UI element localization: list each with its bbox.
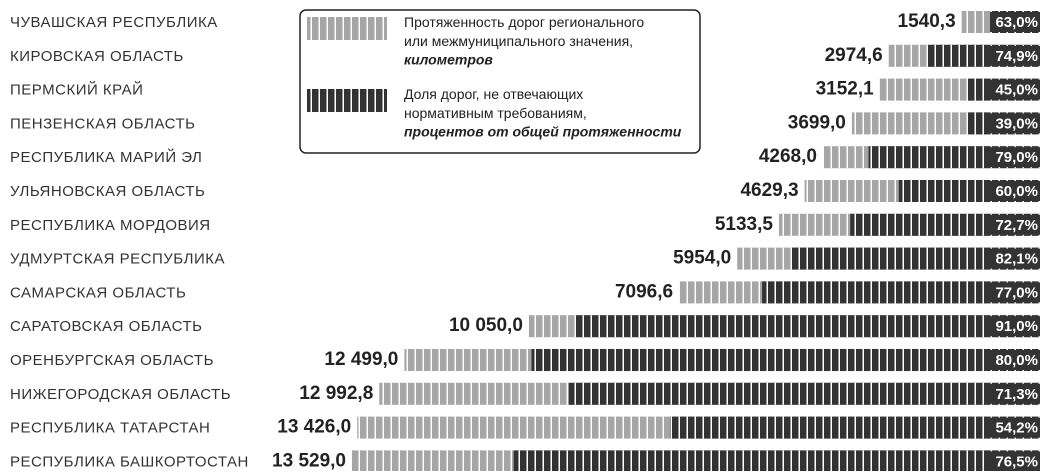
length-label: 5954,0 bbox=[673, 248, 731, 269]
category-label: РЕСПУБЛИКА БАШКОРТОСТАН bbox=[10, 453, 249, 470]
share-label: 60,0% bbox=[995, 183, 1038, 200]
length-label: 1540,3 bbox=[898, 11, 956, 32]
bar-gaps bbox=[404, 349, 1040, 371]
length-label: 5133,5 bbox=[715, 214, 774, 235]
share-label: 74,9% bbox=[995, 48, 1038, 65]
share-label: 91,0% bbox=[995, 318, 1038, 335]
category-label: РЕСПУБЛИКА МАРИЙ ЭЛ bbox=[10, 148, 202, 166]
bars: ЧУВАШСКАЯ РЕСПУБЛИКА 1540,3 63,0% КИРОВСКАЯ… bbox=[10, 11, 1041, 473]
share-label-bg bbox=[990, 147, 1040, 168]
category-label: ЧУВАШСКАЯ РЕСПУБЛИКА bbox=[10, 14, 218, 31]
legend-unit: процентов от общей протяженности bbox=[404, 124, 682, 140]
category-label: РЕСПУБЛИКА ТАТАРСТАН bbox=[10, 420, 210, 437]
category-label: ОРЕНБУРГСКАЯ ОБЛАСТЬ bbox=[10, 352, 214, 369]
category-label: ПЕРМСКИЙ КРАЙ bbox=[10, 81, 143, 99]
category-label: САРАТОВСКАЯ ОБЛАСТЬ bbox=[10, 318, 202, 335]
share-label-bg bbox=[990, 214, 1040, 235]
category-label: САМАРСКАЯ ОБЛАСТЬ bbox=[10, 284, 186, 301]
share-label: 54,2% bbox=[995, 420, 1038, 437]
category-label: УДМУРТСКАЯ РЕСПУБЛИКА bbox=[10, 251, 225, 268]
share-label-bg bbox=[990, 79, 1040, 100]
length-label: 7096,6 bbox=[615, 281, 673, 302]
share-label-bg bbox=[990, 451, 1040, 472]
share-label-bg bbox=[990, 383, 1040, 404]
bar-gaps bbox=[804, 180, 1040, 202]
length-label: 4629,3 bbox=[740, 180, 798, 201]
category-label: УЛЬЯНОВСКАЯ ОБЛАСТЬ bbox=[10, 183, 205, 200]
bar-gaps bbox=[737, 247, 1040, 270]
legend-swatch-gaps bbox=[307, 17, 387, 40]
share-label: 79,0% bbox=[995, 149, 1038, 166]
share-label: 82,1% bbox=[995, 251, 1038, 268]
share-label: 80,0% bbox=[995, 352, 1038, 369]
share-label: 76,5% bbox=[995, 453, 1038, 470]
category-label: КИРОВСКАЯ ОБЛАСТЬ bbox=[10, 48, 184, 65]
legend-swatch-gaps bbox=[307, 89, 387, 112]
category-label: НИЖЕГОРОДСКАЯ ОБЛАСТЬ bbox=[10, 386, 231, 403]
legend: Протяженность дорог регионального или меж… bbox=[307, 14, 682, 140]
share-label: 72,7% bbox=[995, 217, 1038, 234]
share-label: 71,3% bbox=[995, 386, 1038, 403]
legend-label: Доля дорог, не отвечающих нормативным тре… bbox=[404, 86, 587, 121]
bar-gaps bbox=[352, 450, 1040, 473]
share-label-bg bbox=[990, 181, 1040, 201]
bar-gaps bbox=[357, 416, 1041, 439]
length-label: 2974,6 bbox=[825, 45, 883, 66]
share-label-bg bbox=[990, 282, 1040, 303]
share-label: 39,0% bbox=[995, 115, 1038, 132]
share-label: 45,0% bbox=[995, 82, 1038, 99]
length-label: 3699,0 bbox=[788, 112, 846, 133]
share-label-bg bbox=[990, 316, 1040, 337]
share-label-bg bbox=[990, 113, 1040, 134]
length-label: 12 499,0 bbox=[324, 349, 398, 370]
length-label: 12 992,8 bbox=[299, 383, 373, 404]
share-label-bg bbox=[990, 350, 1040, 370]
legend-box bbox=[299, 9, 701, 154]
length-label: 13 426,0 bbox=[277, 417, 351, 438]
share-label-bg bbox=[990, 248, 1040, 269]
bar-gaps bbox=[679, 281, 1040, 304]
category-label: РЕСПУБЛИКА МОРДОВИЯ bbox=[10, 217, 211, 234]
category-label: ПЕНЗЕНСКАЯ ОБЛАСТЬ bbox=[10, 115, 195, 132]
length-label: 13 529,0 bbox=[272, 450, 346, 471]
bar-gaps bbox=[778, 213, 1040, 236]
bar-gaps bbox=[822, 146, 1040, 169]
length-label: 4268,0 bbox=[759, 146, 817, 167]
length-label: 3152,1 bbox=[816, 79, 875, 100]
share-label: 63,0% bbox=[995, 14, 1038, 31]
share-label-bg bbox=[990, 12, 1040, 32]
legend-unit: километров bbox=[404, 52, 493, 68]
bar-gaps bbox=[379, 382, 1040, 405]
share-label: 77,0% bbox=[995, 284, 1038, 301]
legend-label: Протяженность дорог регионального или меж… bbox=[404, 14, 644, 49]
share-label-bg bbox=[990, 45, 1040, 66]
bar-gaps bbox=[528, 315, 1040, 338]
share-label-bg bbox=[990, 417, 1040, 438]
length-label: 10 050,0 bbox=[449, 315, 523, 336]
